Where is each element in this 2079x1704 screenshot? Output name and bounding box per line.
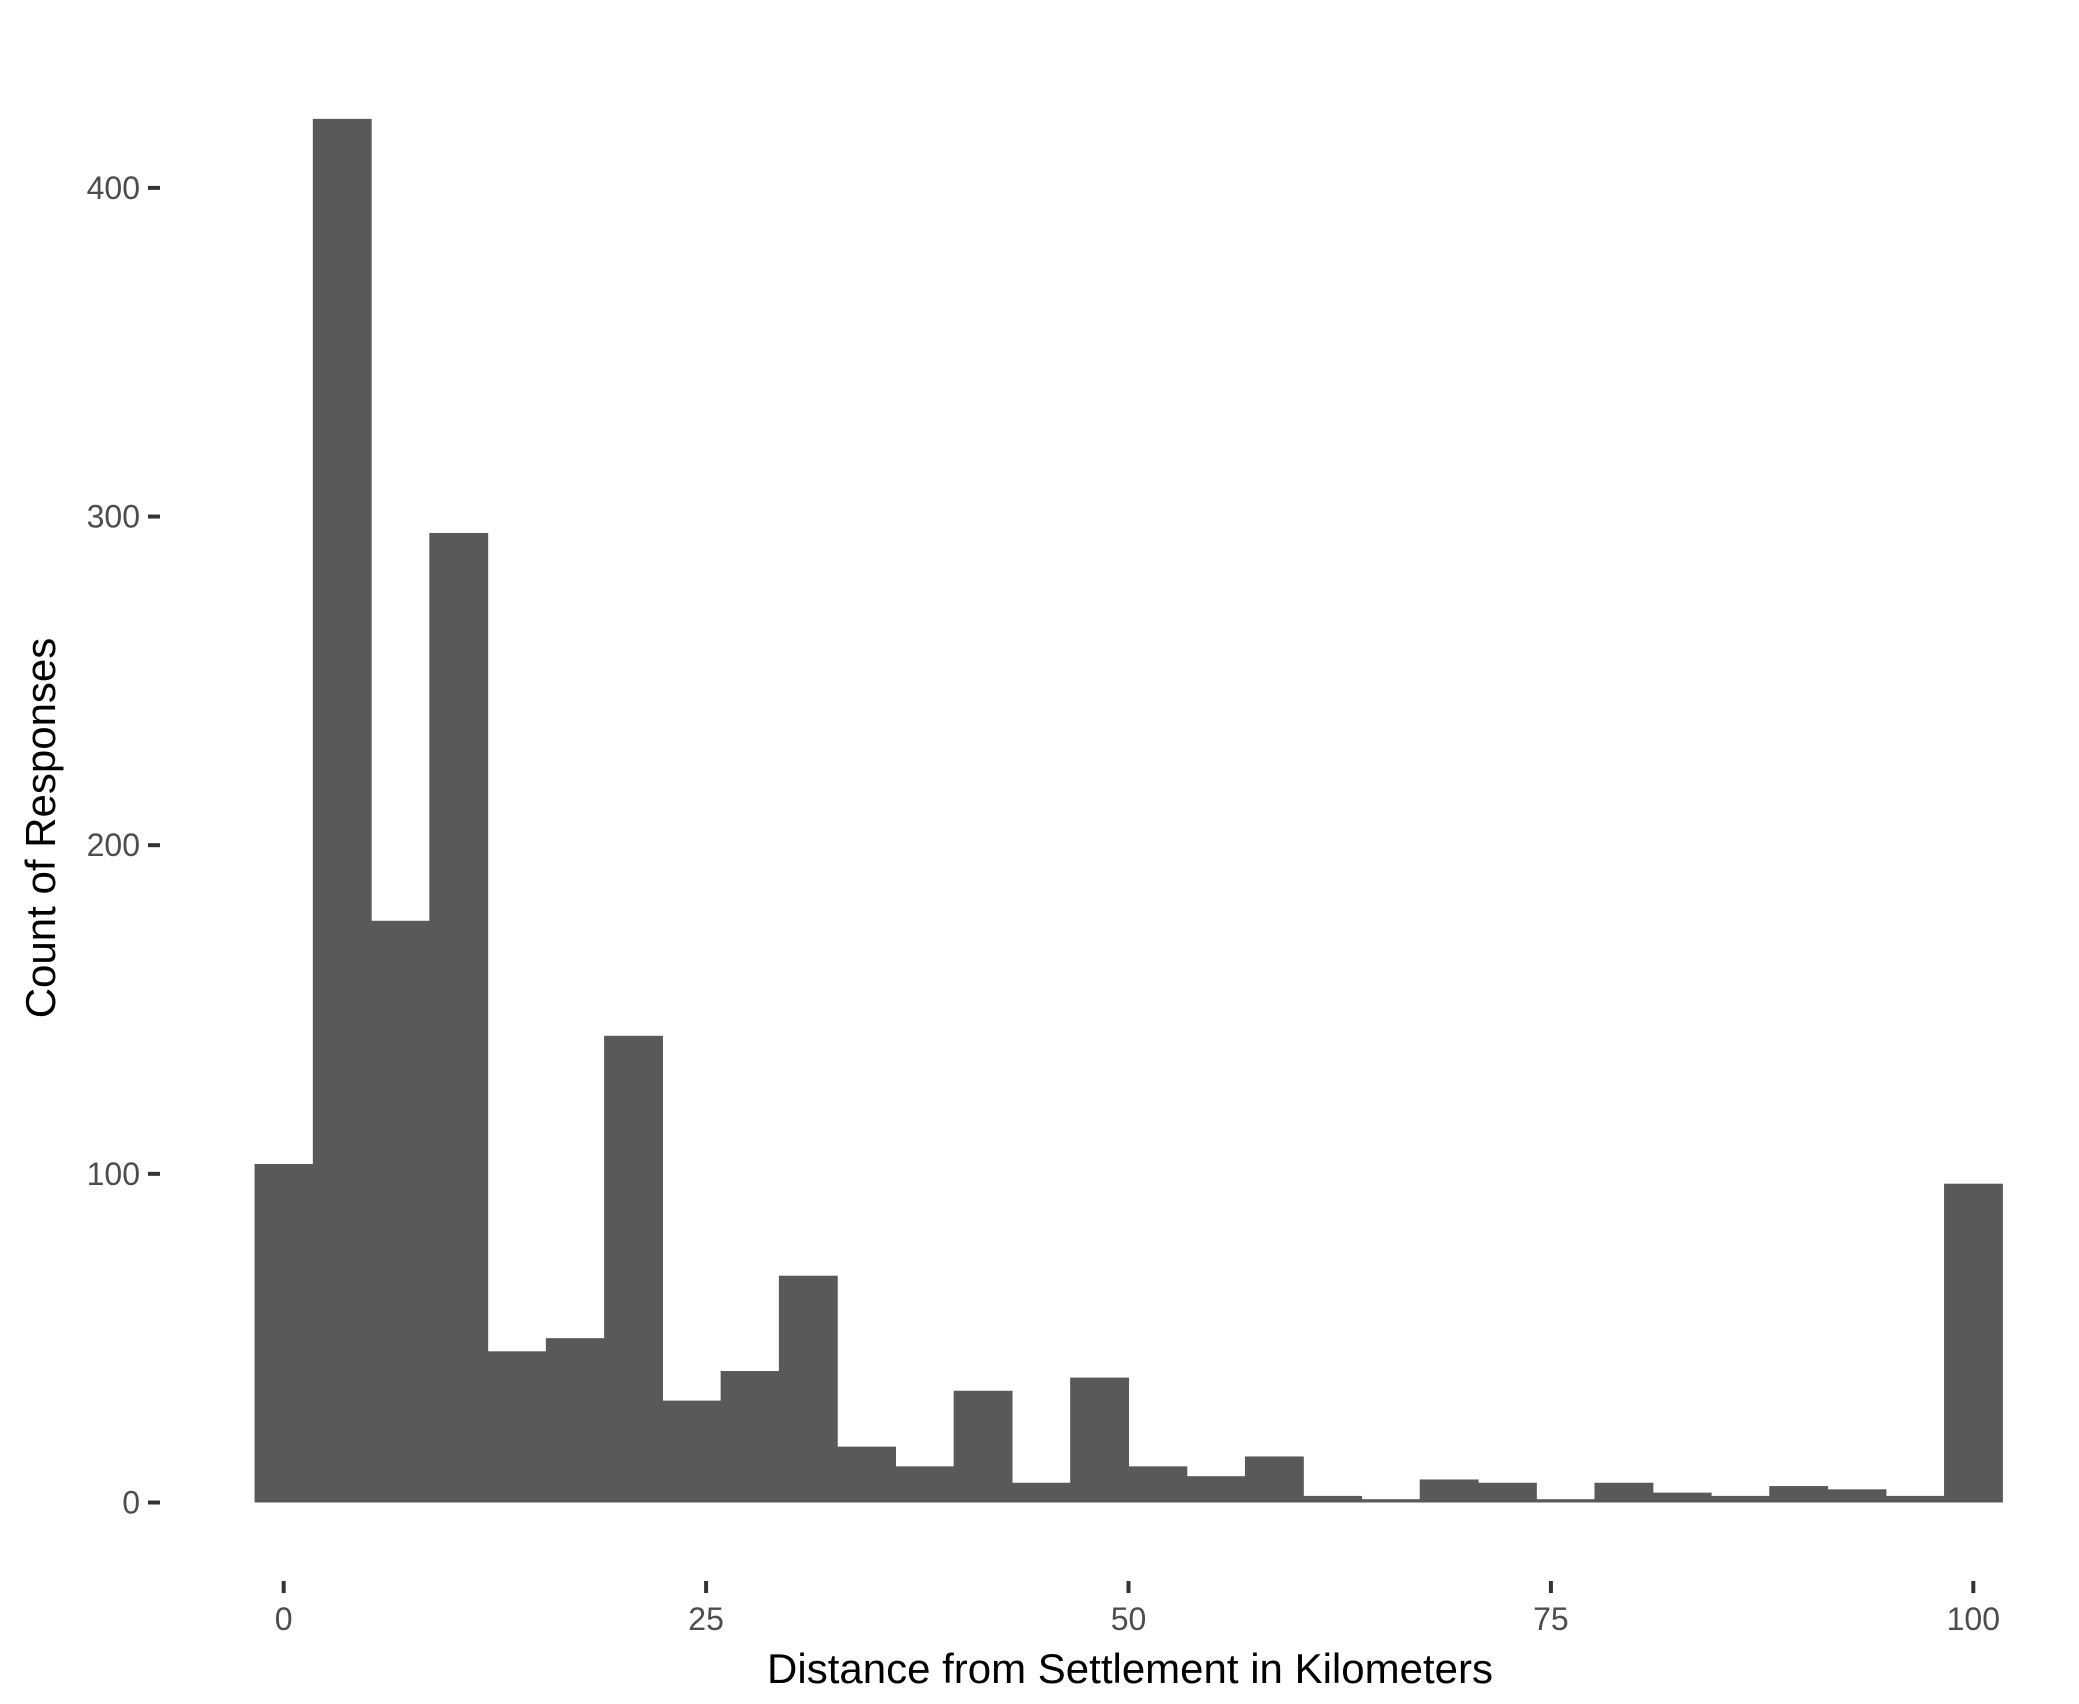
histogram-bar [1536,1499,1596,1503]
y-tick-label: 0 [122,1484,140,1520]
histogram-bar [1827,1489,1887,1503]
histogram-bar [1711,1495,1770,1503]
histogram-bar [1944,1183,2003,1503]
histogram-bar [837,1446,896,1503]
histogram-bar [312,118,372,1503]
x-tick-label: 75 [1533,1601,1569,1637]
histogram-bar [1128,1466,1188,1503]
histogram-bar [1244,1456,1304,1503]
x-axis-title: Distance from Settlement in Kilometers [767,1645,1493,1692]
histogram-bar [1594,1482,1654,1503]
histogram-bar [720,1371,780,1503]
histogram-bar [1070,1377,1130,1503]
x-tick-label: 25 [688,1601,724,1637]
histogram-bar [545,1338,605,1503]
histogram-bar [1186,1476,1246,1503]
histogram-bar [953,1390,1013,1503]
histogram-bar [1769,1486,1829,1503]
y-tick-label: 300 [87,499,140,535]
histogram-bar [429,532,489,1503]
histogram-bar [778,1275,838,1503]
histogram-bar [1011,1482,1071,1503]
histogram-bar [1361,1499,1421,1503]
y-tick-label: 100 [87,1156,140,1192]
histogram-bar [662,1400,722,1503]
x-tick-label: 50 [1111,1601,1147,1637]
x-tick-label: 100 [1947,1601,2000,1637]
histogram-bar [254,1163,314,1503]
histogram-bar [1477,1482,1537,1503]
y-tick-label: 400 [87,170,140,206]
histogram-bar [371,920,430,1503]
histogram-bar [487,1351,547,1503]
histogram-bar [1652,1492,1712,1503]
histogram-bar [1303,1495,1363,1503]
y-tick-label: 200 [87,827,140,863]
x-tick-label: 0 [275,1601,293,1637]
histogram-bar [1419,1479,1479,1503]
x-axis: 0 25 50 75 100 [275,1581,2000,1637]
histogram-bars [254,118,2003,1503]
histogram-bar [895,1466,955,1503]
y-axis-title: Count of Responses [17,638,64,1019]
y-axis: 0 100 200 300 400 [87,170,160,1520]
histogram-bar [1885,1495,1945,1503]
histogram-bar [604,1035,663,1503]
